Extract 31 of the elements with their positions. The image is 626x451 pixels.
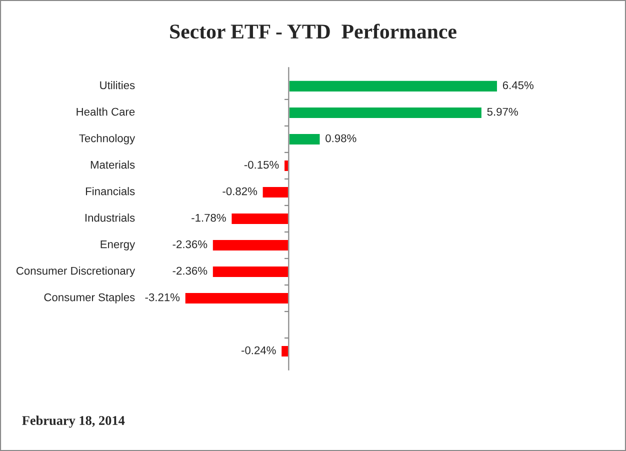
bar [288,132,322,146]
y-tick-label: Consumer Staples [44,293,135,304]
data-label: -2.36% [172,266,208,275]
data-label: -0.24% [242,346,276,354]
bar [261,186,290,199]
data-label: -2.36% [172,240,208,248]
bar [184,292,290,305]
data-label: 5.97% [487,108,518,116]
data-label: -3.21% [145,293,180,302]
chart-title: Sector ETF - YTD Performance [170,24,456,39]
bar [283,159,290,172]
data-label: -0.82% [222,187,258,196]
bar [212,238,290,252]
data-label: 0.98% [326,134,356,142]
y-tick-label: Technology [79,134,136,144]
y-tick-label: Financials [86,187,135,196]
bar [288,106,483,120]
y-tick-label: Industrials [85,214,135,222]
bar [288,80,498,93]
data-label: -0.15% [244,160,279,169]
bar [230,212,290,226]
data-label: -1.78% [192,214,226,222]
y-tick-label: Energy [100,240,136,250]
data-label: 6.45% [502,81,534,90]
y-tick-label: Health Care [76,108,135,116]
bar [280,344,290,358]
y-tick-label: Utilities [100,81,135,90]
y-tick-label: Consumer Discretionary [16,266,136,277]
bar [212,265,290,278]
text: February 18, 2014 [22,416,125,428]
y-tick-label: Materials [90,160,135,169]
